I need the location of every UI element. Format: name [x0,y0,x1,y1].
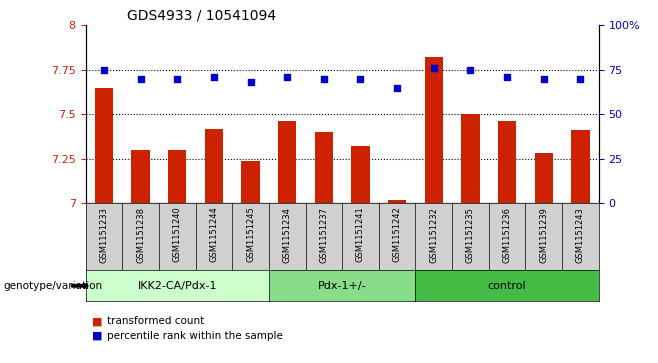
Text: GSM1151239: GSM1151239 [540,207,548,262]
Text: GSM1151237: GSM1151237 [319,207,328,263]
Point [465,67,476,73]
Text: transformed count: transformed count [107,316,204,326]
Text: percentile rank within the sample: percentile rank within the sample [107,331,282,341]
Point [245,79,256,85]
Bar [424,57,443,203]
Text: genotype/variation: genotype/variation [3,281,103,291]
Text: GSM1151244: GSM1151244 [209,207,218,262]
Bar [168,150,186,203]
Point [136,76,146,82]
Text: GDS4933 / 10541094: GDS4933 / 10541094 [126,9,276,23]
Bar [315,132,333,203]
Text: control: control [488,281,526,291]
Text: GSM1151235: GSM1151235 [466,207,475,262]
Text: ■: ■ [92,316,103,326]
Bar [534,154,553,203]
Point [575,76,586,82]
Text: Pdx-1+/-: Pdx-1+/- [318,281,367,291]
Bar [351,146,370,203]
Bar [95,87,113,203]
Bar [461,114,480,203]
Point [209,74,219,80]
Point [172,76,182,82]
Text: ■: ■ [92,331,103,341]
Point [428,65,439,71]
Bar [132,150,149,203]
Text: GSM1151245: GSM1151245 [246,207,255,262]
Bar [241,160,260,203]
Text: GSM1151232: GSM1151232 [429,207,438,262]
Text: GSM1151242: GSM1151242 [393,207,401,262]
Text: GSM1151236: GSM1151236 [503,207,512,263]
Text: GSM1151234: GSM1151234 [283,207,291,262]
Point [538,76,549,82]
Point [502,74,513,80]
Text: IKK2-CA/Pdx-1: IKK2-CA/Pdx-1 [138,281,217,291]
Text: GSM1151243: GSM1151243 [576,207,585,262]
Bar [498,122,517,203]
Text: GSM1151240: GSM1151240 [172,207,182,262]
Bar [278,122,296,203]
Point [355,76,366,82]
Point [392,85,403,91]
Text: GSM1151238: GSM1151238 [136,207,145,263]
Point [99,67,109,73]
Bar [205,129,223,203]
Bar [388,200,406,203]
Bar [571,130,590,203]
Text: GSM1151233: GSM1151233 [99,207,109,263]
Point [282,74,292,80]
Text: GSM1151241: GSM1151241 [356,207,365,262]
Point [318,76,329,82]
